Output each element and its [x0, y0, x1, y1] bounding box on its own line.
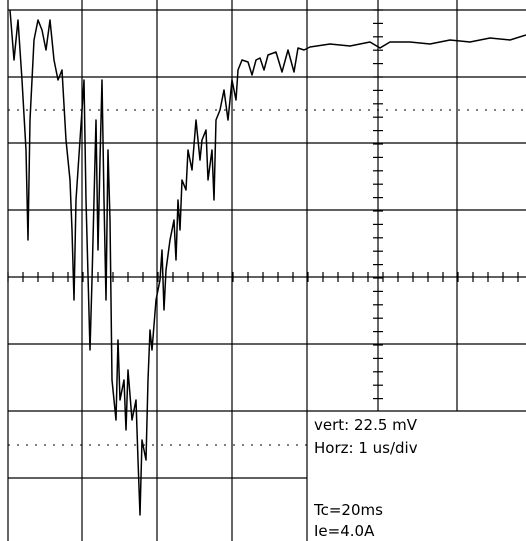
- vert-scale: vert: 22.5 mV: [314, 416, 418, 434]
- axis-ticks: [7, 9, 519, 400]
- grid: [7, 0, 526, 541]
- tc-setting: Tc=20ms: [313, 501, 383, 519]
- ie-setting: Ie=4.0A: [314, 522, 375, 540]
- horz-scale: Horz: 1 us/div: [314, 439, 418, 457]
- trace: [9, 9, 526, 516]
